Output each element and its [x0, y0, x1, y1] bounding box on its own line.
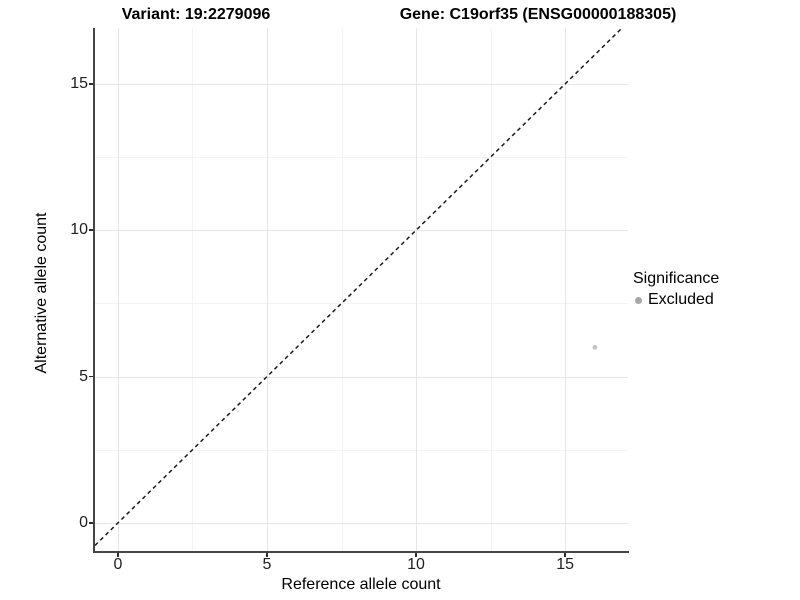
- gridline-minor-v: [490, 28, 492, 551]
- y-tick-mark: [89, 375, 93, 378]
- gridline-major-h: [95, 83, 628, 85]
- plot-panel: [95, 28, 628, 551]
- gridline-minor-v: [192, 28, 194, 551]
- y-tick-label: 5: [79, 367, 88, 385]
- y-tick-label: 10: [70, 221, 88, 239]
- x-axis-title: Reference allele count: [281, 576, 441, 593]
- legend-key-dot-icon: [635, 296, 642, 304]
- y-axis-line: [93, 28, 95, 553]
- legend-title: Significance: [633, 270, 720, 287]
- y-tick-label: 0: [79, 513, 88, 531]
- legend: Significance Excluded: [633, 270, 719, 309]
- identity-dashed-line: [95, 28, 623, 546]
- x-tick-mark: [564, 553, 566, 557]
- gridline-minor-h: [95, 303, 628, 305]
- plot-layer-svg: [95, 28, 623, 546]
- x-tick-mark: [266, 553, 268, 557]
- x-tick-label: 5: [262, 556, 272, 573]
- gridline-major-v: [267, 28, 268, 551]
- x-tick-label: 10: [407, 556, 425, 573]
- legend-item: Excluded: [633, 291, 719, 309]
- y-tick-mark: [89, 83, 93, 85]
- x-tick-label: 0: [113, 556, 123, 573]
- data-point-excluded: [592, 344, 598, 350]
- x-axis-line: [93, 551, 629, 553]
- gridline-minor-h: [95, 157, 628, 159]
- x-tick-label: 15: [556, 556, 574, 573]
- gridline-major-h: [95, 230, 628, 232]
- y-axis-title: Alternative allele count: [33, 212, 50, 374]
- y-tick-mark: [89, 229, 93, 231]
- gridline-minor-v: [341, 28, 343, 551]
- y-tick-mark: [89, 522, 93, 524]
- gridline-major-v: [117, 28, 119, 551]
- gridline-major-v: [416, 28, 418, 551]
- legend-item-label: Excluded: [648, 291, 714, 308]
- gridline-major-v: [565, 28, 567, 551]
- x-tick-mark: [415, 553, 417, 557]
- gridline-minor-h: [95, 449, 628, 451]
- gridline-major-h: [95, 376, 628, 378]
- x-tick-mark: [117, 553, 119, 557]
- y-tick-label: 15: [70, 74, 88, 92]
- plot-title-variant: Variant: 19:2279096: [121, 6, 271, 23]
- gridline-major-h: [95, 522, 628, 524]
- legend-items: Excluded: [633, 291, 719, 309]
- plot-title-gene: Gene: C19orf35 (ENSG00000188305): [399, 6, 677, 23]
